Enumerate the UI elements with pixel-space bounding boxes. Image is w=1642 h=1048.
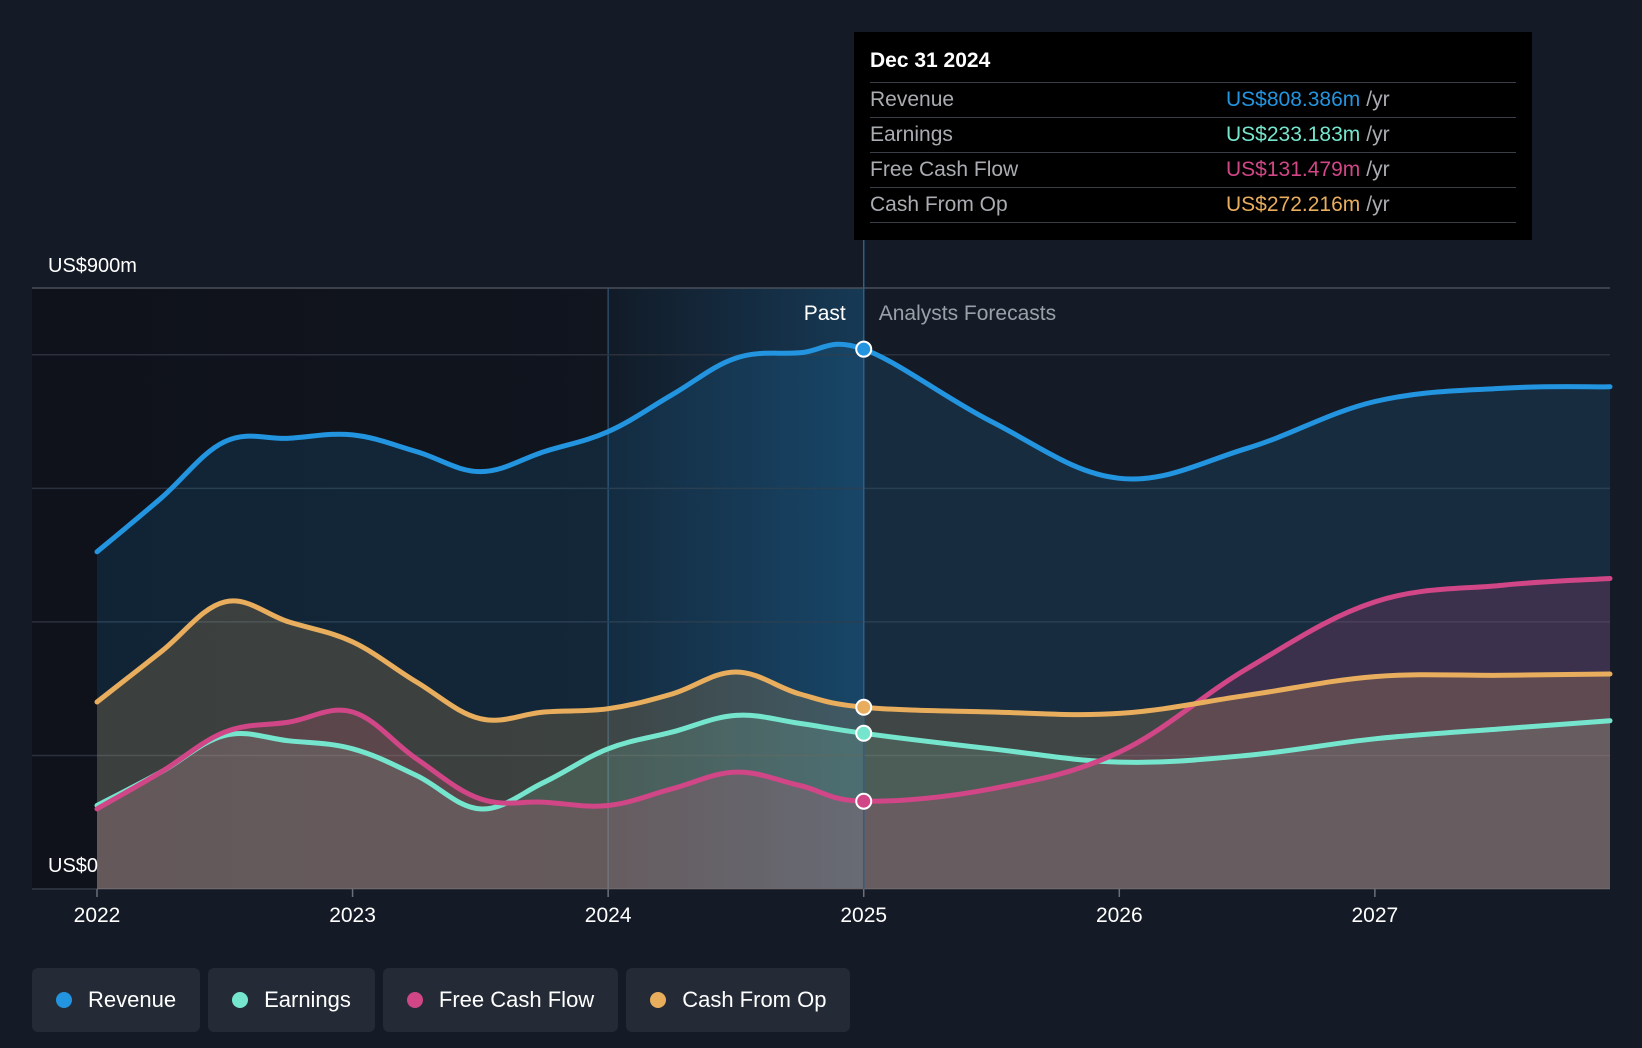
legend-dot-earnings <box>232 992 249 1008</box>
area-revenue <box>97 344 1610 889</box>
tooltip-label-earnings: Earnings <box>870 123 953 146</box>
legend-item-cash-from-op[interactable]: Cash From Op <box>626 968 851 1032</box>
legend-dot-revenue <box>56 992 72 1008</box>
marker-earnings <box>855 724 873 742</box>
tooltip-value-revenue: US$808.386m/yr <box>1226 88 1390 111</box>
area-free-cash-flow <box>97 578 1610 889</box>
tooltip: Dec 31 2024 Revenue US$808.386m/yr Earni… <box>854 32 1532 240</box>
tooltip-row-earnings: Earnings US$233.183m/yr <box>870 117 1516 152</box>
line-free-cash-flow <box>94 576 1613 812</box>
area-cash-from-op <box>97 600 1610 889</box>
tooltip-label-free-cash-flow: Free Cash Flow <box>870 158 1019 181</box>
marker-cash-from-op <box>855 698 873 716</box>
legend-label-revenue: Revenue <box>88 987 177 1012</box>
tooltip-value-free-cash-flow: US$131.479m/yr <box>1226 158 1390 181</box>
legend-label-earnings: Earnings <box>264 987 351 1012</box>
line-cash-from-op <box>94 598 1613 723</box>
highlight-band <box>608 288 864 889</box>
x-tick-label-2023: 2023 <box>329 904 376 927</box>
legend-item-free-cash-flow[interactable]: Free Cash Flow <box>382 968 619 1032</box>
legend-item-earnings[interactable]: Earnings <box>208 968 375 1032</box>
legend-label-free-cash-flow: Free Cash Flow <box>438 987 595 1012</box>
legend: Revenue Earnings Free Cash Flow Cash Fro… <box>32 968 851 1032</box>
x-tick-label-2026: 2026 <box>1096 904 1143 927</box>
line-revenue <box>94 341 1613 555</box>
legend-label-cash-from-op: Cash From Op <box>682 987 827 1012</box>
legend-dot-free-cash-flow <box>406 992 423 1008</box>
tooltip-row-revenue: Revenue US$808.386m/yr <box>870 82 1516 117</box>
forecast-label: Analysts Forecasts <box>879 302 1056 325</box>
past-label: Past <box>804 302 846 325</box>
tooltip-date: Dec 31 2024 <box>870 49 991 72</box>
y-label-top: US$900m <box>48 255 137 277</box>
tooltip-value-earnings: US$233.183m/yr <box>1226 123 1390 146</box>
tooltip-row-free-cash-flow: Free Cash Flow US$131.479m/yr <box>870 152 1516 187</box>
x-tick-label-2027: 2027 <box>1352 904 1399 927</box>
tooltip-label-cash-from-op: Cash From Op <box>870 193 1008 216</box>
legend-item-revenue[interactable]: Revenue <box>32 968 201 1032</box>
tooltip-value-cash-from-op: US$272.216m/yr <box>1226 193 1390 216</box>
legend-dot-cash-from-op <box>650 992 667 1008</box>
tooltip-row-cash-from-op: Cash From Op US$272.216m/yr <box>870 187 1516 223</box>
y-label-bottom: US$0 <box>48 855 98 877</box>
x-tick-label-2025: 2025 <box>840 904 887 927</box>
line-earnings <box>94 712 1613 812</box>
marker-free-cash-flow <box>855 792 873 810</box>
tooltip-label-revenue: Revenue <box>870 88 955 111</box>
x-tick-label-2022: 2022 <box>74 904 121 927</box>
x-tick-label-2024: 2024 <box>585 904 632 927</box>
marker-revenue <box>855 340 873 358</box>
